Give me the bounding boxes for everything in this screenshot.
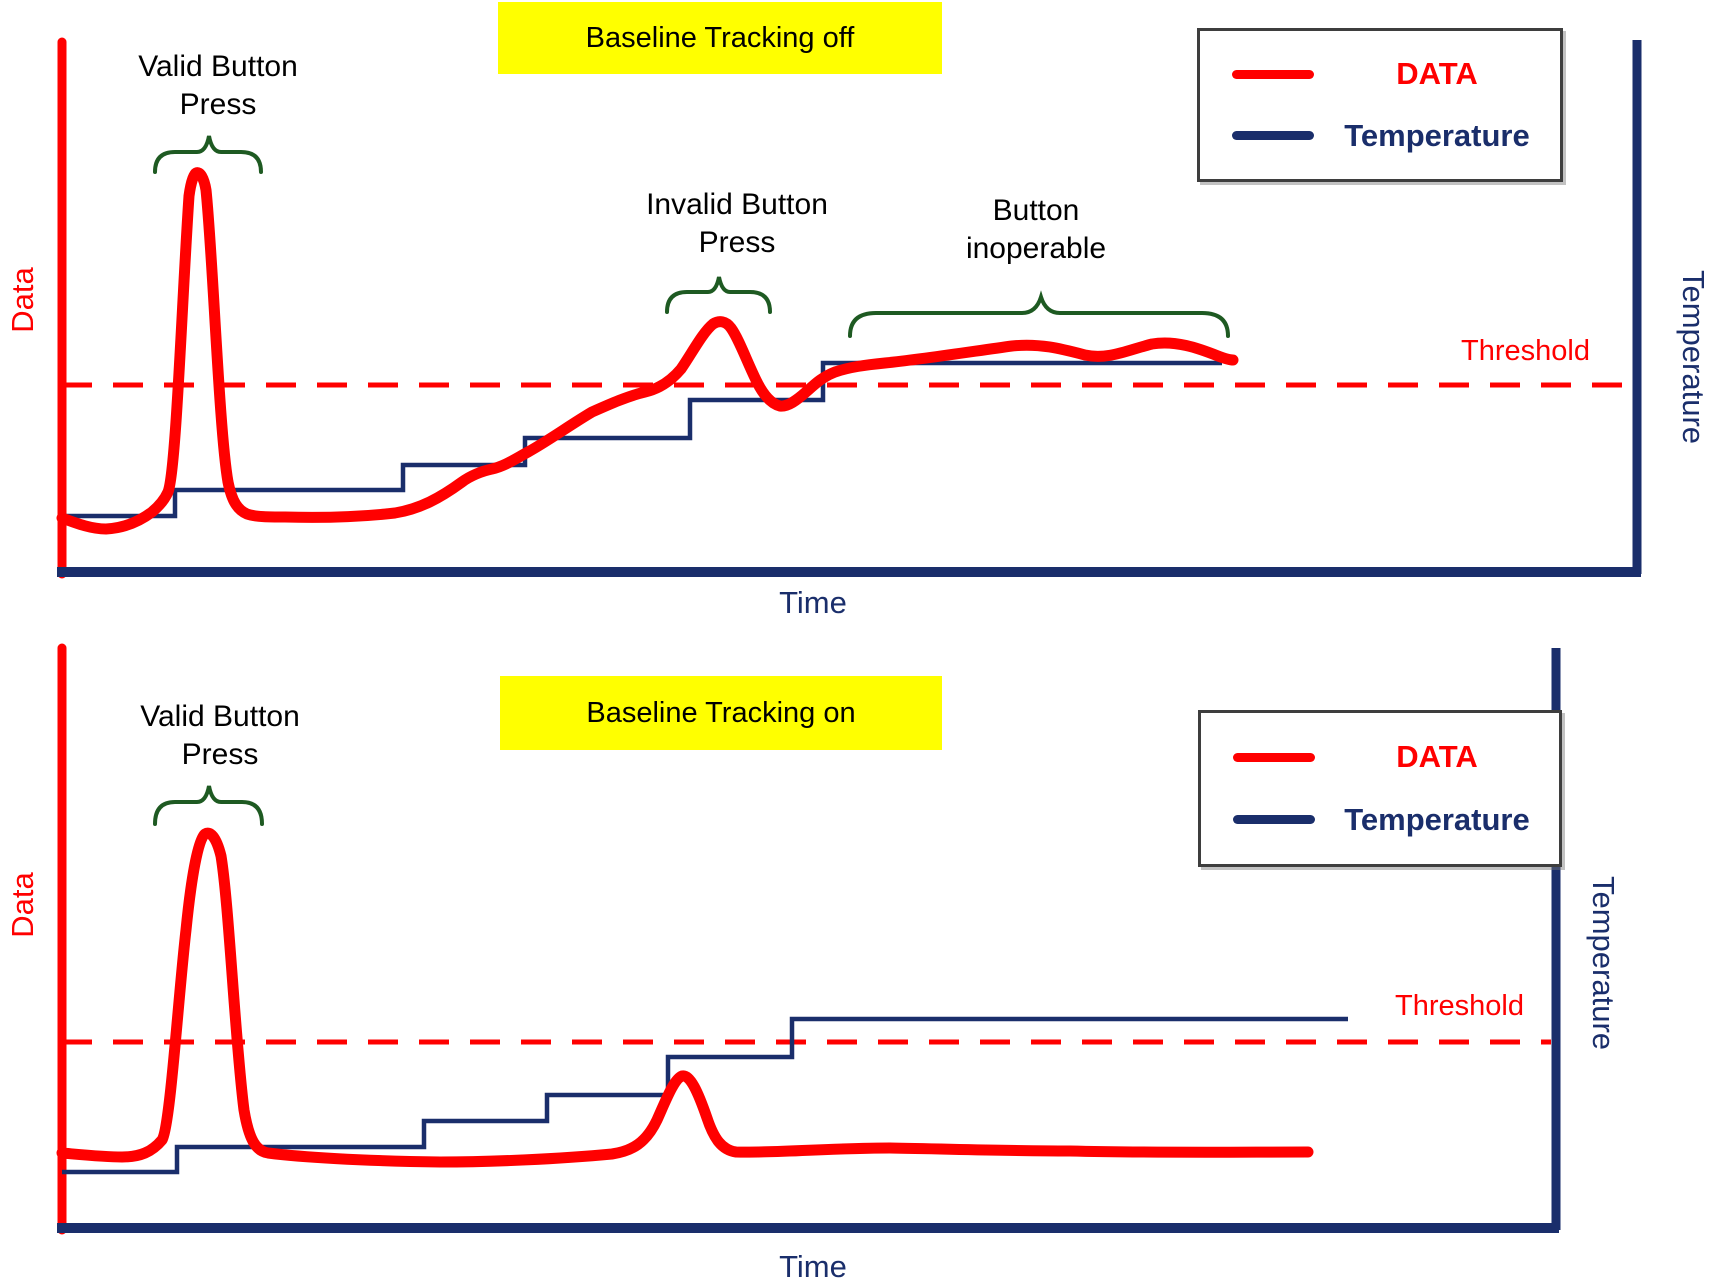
- bottom-legend-row-data: DATA: [1201, 739, 1559, 775]
- bottom-title-banner: Baseline Tracking on: [500, 676, 942, 750]
- bottom-temperature-axis-label: Temperature: [1586, 875, 1621, 1051]
- temperature-line-swatch: [1233, 815, 1315, 825]
- top-legend-row-data: DATA: [1200, 56, 1560, 92]
- bottom-valid-press-annotation: Valid Button Press: [140, 700, 300, 771]
- top-legend-row-temperature: Temperature: [1200, 118, 1560, 154]
- top-valid-press-annotation: Valid Button Press: [138, 50, 298, 121]
- top-invalid-press-brace: [665, 276, 772, 314]
- legend-data-label: DATA: [1396, 739, 1478, 775]
- top-time-axis-label: Time: [779, 585, 847, 620]
- bottom-title-text: Baseline Tracking on: [586, 696, 856, 729]
- top-invalid-press-annotation: Invalid Button Press: [646, 188, 828, 259]
- bottom-data-axis-label: Data: [5, 872, 40, 938]
- top-legend: DATA Temperature: [1197, 28, 1563, 182]
- bottom-legend: DATA Temperature: [1198, 710, 1562, 867]
- temperature-line-swatch: [1232, 131, 1314, 141]
- data-line-swatch: [1233, 752, 1315, 762]
- legend-temperature-label: Temperature: [1344, 117, 1530, 153]
- bottom-threshold-label: Threshold: [1395, 990, 1524, 1022]
- top-title-text: Baseline Tracking off: [585, 21, 855, 54]
- bottom-data-series: [56, 827, 1314, 1168]
- top-threshold-label: Threshold: [1461, 335, 1590, 367]
- bottom-valid-press-brace: [153, 785, 264, 826]
- top-inoperable-brace: [848, 290, 1230, 338]
- top-inoperable-annotation: Button inoperable: [965, 194, 1107, 265]
- bottom-legend-row-temperature: Temperature: [1201, 802, 1559, 838]
- top-valid-press-brace: [153, 135, 263, 174]
- top-data-axis-label: Data: [5, 267, 40, 333]
- top-data-series: [56, 167, 1239, 535]
- bottom-temperature-series: [62, 1016, 1348, 1175]
- legend-data-label: DATA: [1396, 56, 1478, 92]
- legend-temperature-label: Temperature: [1344, 801, 1530, 837]
- top-title-banner: Baseline Tracking off: [498, 2, 942, 74]
- top-temperature-axis-label: Temperature: [1676, 269, 1711, 445]
- data-line-swatch: [1232, 69, 1314, 79]
- bottom-time-axis-label: Time: [779, 1249, 847, 1284]
